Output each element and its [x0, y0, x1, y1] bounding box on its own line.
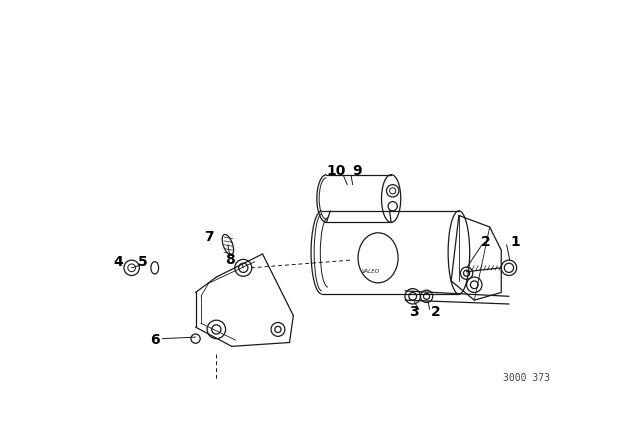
Text: 9: 9	[353, 164, 362, 178]
Text: 1: 1	[510, 235, 520, 250]
Text: 10: 10	[326, 164, 346, 178]
Circle shape	[504, 263, 513, 272]
Text: 2: 2	[481, 235, 491, 250]
Text: 3000 373: 3000 373	[503, 373, 550, 383]
Text: 7: 7	[204, 230, 214, 244]
Text: 4: 4	[113, 254, 123, 269]
Text: VALEO: VALEO	[362, 269, 380, 274]
Text: 2: 2	[431, 305, 441, 319]
Text: 5: 5	[138, 254, 148, 269]
Text: 3: 3	[410, 305, 419, 319]
Text: 6: 6	[150, 333, 159, 347]
Text: 8: 8	[225, 253, 235, 267]
